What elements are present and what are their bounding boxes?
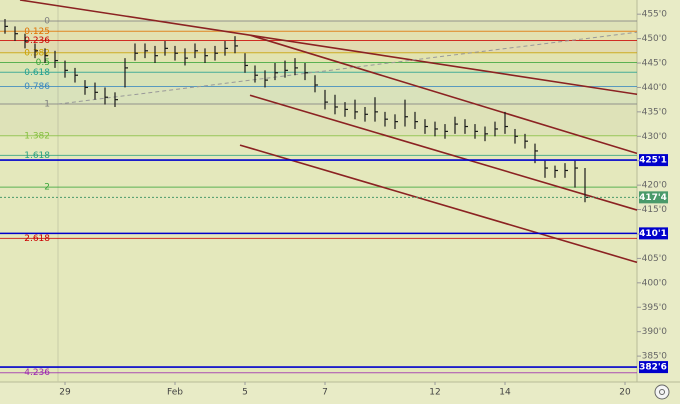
fib-label: 0.125 <box>24 27 50 37</box>
y-tick-label: 430'0 <box>642 132 668 142</box>
y-tick-label: 440'0 <box>642 83 668 93</box>
price-box-label: 382'6 <box>639 363 667 373</box>
fib-label: 0.382 <box>24 48 50 58</box>
x-tick-label: 14 <box>499 388 511 398</box>
y-tick-label: 445'0 <box>642 59 668 69</box>
fib-band <box>0 21 637 32</box>
fib-label: 0.5 <box>36 58 50 68</box>
y-tick-label: 385'0 <box>642 352 668 362</box>
fib-band <box>0 72 637 87</box>
fib-band <box>0 52 637 63</box>
plot-area <box>0 0 637 382</box>
fib-label: 1 <box>44 100 50 110</box>
fib-band <box>0 40 637 53</box>
trend-line <box>249 34 638 155</box>
fib-label: 1.618 <box>24 151 50 161</box>
x-tick-label: 5 <box>242 388 248 398</box>
y-tick-label: 405'0 <box>642 254 668 264</box>
y-tick-label: 415'0 <box>642 205 668 215</box>
y-tick-label: 450'0 <box>642 34 668 44</box>
fib-label: 2.618 <box>24 234 50 244</box>
fib-label: 0.236 <box>24 36 50 46</box>
fib-label: 1.382 <box>24 131 50 141</box>
trend-line <box>239 144 638 264</box>
y-tick-label: 395'0 <box>642 303 668 313</box>
settings-icon[interactable] <box>654 384 670 400</box>
fib-label: 4.236 <box>24 368 50 378</box>
price-box-label: 417'4 <box>639 193 667 203</box>
fib-label: 2 <box>44 183 50 193</box>
y-tick-label: 420'0 <box>642 181 668 191</box>
trend-line <box>57 31 638 105</box>
fib-band <box>0 104 637 136</box>
x-tick-label: 29 <box>59 388 71 398</box>
x-tick-label: Feb <box>167 388 183 398</box>
x-tick-label: 12 <box>429 388 440 398</box>
price-box <box>639 361 668 374</box>
settings-button[interactable] <box>654 384 670 400</box>
trend-line <box>249 94 638 211</box>
price-box <box>639 227 668 240</box>
price-box-label: 410'1 <box>639 229 667 239</box>
fib-label: 0 <box>44 17 50 27</box>
fib-band <box>0 86 637 105</box>
y-tick-label: 455'0 <box>642 10 668 20</box>
fib-band <box>0 31 637 41</box>
price-box <box>639 154 668 167</box>
price-box <box>639 191 668 204</box>
x-tick-label: 7 <box>322 388 328 398</box>
y-tick-label: 435'0 <box>642 107 668 117</box>
trend-line <box>19 0 638 96</box>
fib-band <box>0 62 637 73</box>
y-tick-label: 390'0 <box>642 327 668 337</box>
settings-icon-center[interactable] <box>659 389 665 395</box>
price-box-label: 425'1 <box>639 156 667 166</box>
y-tick-label: 400'0 <box>642 278 668 288</box>
fib-label: 0.786 <box>24 82 50 92</box>
fib-label: 0.618 <box>24 68 50 78</box>
x-tick-label: 20 <box>619 388 631 398</box>
